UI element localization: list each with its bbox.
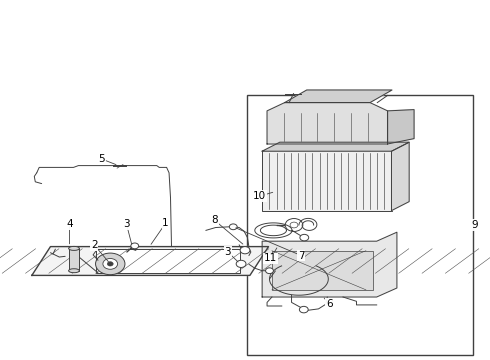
Bar [262,151,392,211]
Text: 3: 3 [224,247,231,257]
Text: 8: 8 [211,215,218,225]
Text: 1: 1 [162,218,169,228]
Polygon shape [388,110,414,144]
Circle shape [240,247,250,254]
Text: 5: 5 [98,154,105,164]
Text: 7: 7 [298,251,305,261]
Circle shape [107,262,113,266]
Circle shape [290,222,298,228]
Polygon shape [262,142,409,151]
Text: 4: 4 [66,219,73,229]
Circle shape [266,268,273,274]
Bar [69,248,79,271]
Polygon shape [285,90,392,103]
Text: 10: 10 [253,191,266,201]
Polygon shape [262,232,397,297]
Ellipse shape [69,247,79,251]
Bar [272,251,373,290]
Ellipse shape [69,269,79,273]
Circle shape [300,234,309,241]
Circle shape [229,224,237,230]
Circle shape [131,243,139,249]
Text: 9: 9 [471,220,478,230]
Bar [247,95,473,355]
Circle shape [299,306,308,313]
Circle shape [236,260,246,267]
Text: 11: 11 [264,253,277,264]
Text: 6: 6 [326,299,333,309]
Bar [96,249,240,273]
Circle shape [103,258,118,269]
Polygon shape [32,247,269,275]
Polygon shape [392,142,409,211]
Circle shape [96,253,125,275]
Polygon shape [267,103,388,144]
Circle shape [285,219,303,231]
Bar [96,249,240,273]
Text: 2: 2 [91,240,98,250]
Text: 3: 3 [123,219,130,229]
